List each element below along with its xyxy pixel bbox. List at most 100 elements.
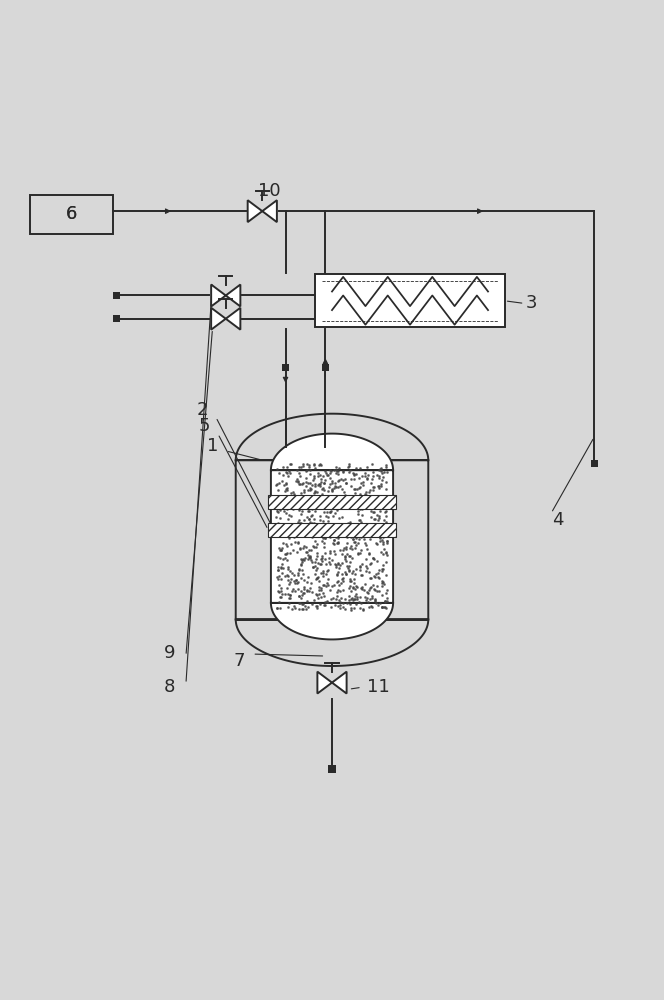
Point — [294, 476, 305, 492]
Point — [317, 481, 327, 497]
Point — [309, 511, 319, 527]
Point — [328, 590, 339, 606]
Text: 7: 7 — [233, 652, 245, 670]
Point — [372, 536, 382, 552]
Point — [273, 504, 284, 520]
Point — [329, 491, 339, 507]
Point — [317, 530, 328, 546]
Point — [324, 554, 335, 570]
Point — [335, 498, 346, 514]
Polygon shape — [226, 308, 240, 330]
FancyBboxPatch shape — [282, 364, 289, 371]
Point — [303, 482, 313, 498]
Point — [309, 558, 320, 574]
Point — [339, 484, 350, 500]
Point — [344, 456, 355, 472]
Point — [302, 544, 313, 560]
Point — [349, 466, 359, 482]
Point — [327, 492, 337, 508]
Point — [312, 524, 323, 540]
Point — [347, 550, 357, 566]
Point — [355, 460, 366, 476]
Point — [351, 528, 362, 544]
Point — [330, 475, 341, 491]
Point — [291, 490, 302, 506]
Point — [355, 589, 365, 605]
Point — [289, 499, 299, 515]
Point — [293, 565, 303, 581]
Point — [340, 524, 351, 540]
Point — [323, 525, 334, 541]
Point — [343, 588, 354, 604]
Point — [296, 485, 307, 501]
Point — [381, 545, 392, 561]
Point — [310, 533, 321, 549]
Point — [345, 462, 355, 478]
Point — [359, 486, 370, 502]
Point — [281, 546, 291, 562]
Point — [311, 600, 322, 616]
Point — [316, 582, 327, 598]
Point — [286, 536, 297, 552]
Point — [305, 580, 316, 596]
Point — [332, 584, 343, 600]
Point — [282, 552, 293, 568]
Point — [324, 529, 335, 545]
Point — [333, 564, 344, 580]
Point — [365, 555, 376, 571]
Point — [376, 460, 386, 476]
Point — [345, 521, 355, 537]
Point — [372, 523, 382, 539]
Point — [317, 496, 328, 512]
Point — [345, 573, 355, 589]
Point — [308, 559, 319, 575]
Point — [351, 579, 362, 595]
Point — [343, 548, 354, 564]
Point — [307, 472, 318, 488]
Point — [281, 464, 291, 480]
Point — [297, 587, 307, 603]
Point — [350, 540, 361, 556]
FancyBboxPatch shape — [315, 274, 505, 327]
Point — [344, 592, 355, 608]
Point — [334, 594, 345, 610]
FancyBboxPatch shape — [268, 523, 396, 537]
Point — [274, 522, 285, 538]
Point — [349, 591, 360, 607]
Point — [300, 470, 311, 486]
Point — [365, 580, 375, 596]
Point — [323, 483, 333, 499]
Point — [287, 583, 297, 599]
Point — [357, 579, 368, 595]
Point — [286, 571, 297, 587]
Point — [380, 496, 391, 512]
Point — [367, 479, 378, 495]
Point — [379, 512, 390, 528]
Point — [374, 530, 385, 546]
Point — [355, 479, 366, 495]
Point — [325, 504, 336, 520]
Point — [363, 585, 374, 601]
Point — [319, 597, 330, 613]
Point — [361, 551, 372, 567]
Polygon shape — [211, 308, 226, 330]
Point — [365, 579, 376, 595]
Point — [281, 481, 291, 497]
Point — [376, 561, 387, 577]
Point — [379, 594, 390, 610]
Point — [327, 552, 337, 568]
Point — [334, 490, 345, 506]
Point — [282, 545, 292, 561]
Point — [382, 464, 392, 480]
Point — [363, 484, 374, 500]
Point — [313, 468, 324, 484]
Point — [301, 601, 311, 617]
FancyBboxPatch shape — [112, 315, 120, 322]
Point — [366, 598, 376, 614]
Point — [319, 588, 329, 604]
Point — [379, 599, 390, 615]
Point — [276, 540, 287, 556]
Point — [325, 582, 335, 598]
Point — [337, 542, 348, 558]
Point — [367, 588, 377, 604]
